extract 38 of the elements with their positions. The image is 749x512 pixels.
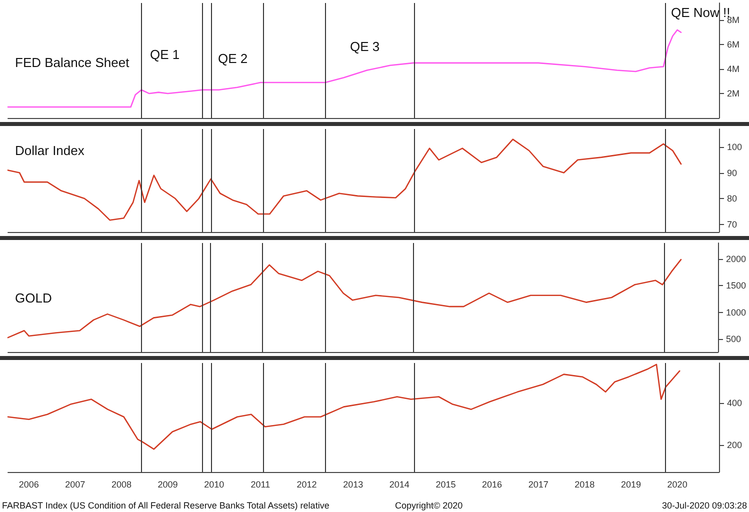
y-tick-label: 2000 xyxy=(726,254,746,264)
text: Dollar Index xyxy=(15,143,85,158)
x-tick-label: 2019 xyxy=(620,480,642,490)
text: Copyright© 2020 xyxy=(395,500,463,510)
y-tick-label: 2M xyxy=(727,88,740,99)
x-tick-label: 2014 xyxy=(389,480,410,490)
x-tick-label: 2011 xyxy=(250,480,270,490)
text: GOLD xyxy=(15,290,52,306)
annotation: QE 1 xyxy=(150,47,180,62)
x-tick-label: 2017 xyxy=(528,480,548,490)
x-tick-label: 2015 xyxy=(436,480,456,490)
x-tick-label: 2018 xyxy=(574,480,595,490)
y-tick-label: 4M xyxy=(727,64,740,74)
y-tick-label: 400 xyxy=(727,398,742,408)
x-tick-label: 2008 xyxy=(111,480,132,490)
x-tick-label: 2007 xyxy=(65,480,86,490)
y-tick-label: 500 xyxy=(726,334,742,344)
y-tick-label: 8M xyxy=(727,15,740,26)
text: FED Balance Sheet xyxy=(15,55,130,70)
x-tick-label: 2010 xyxy=(204,480,224,490)
x-tick-label: 2016 xyxy=(482,480,502,490)
y-tick-label: 80 xyxy=(727,194,738,204)
y-tick-label: 6M xyxy=(727,40,740,50)
annotation: QE 3 xyxy=(350,39,380,54)
x-tick-label: 2013 xyxy=(343,480,364,490)
y-tick-label: 70 xyxy=(727,219,738,230)
y-tick-label: 90 xyxy=(727,168,738,178)
y-tick-label: 200 xyxy=(727,440,742,450)
y-tick-label: 1000 xyxy=(726,307,746,318)
y-tick-label: 100 xyxy=(727,142,742,152)
y-tick-label: 1500 xyxy=(726,280,746,291)
x-tick-label: 2020 xyxy=(667,480,688,490)
x-tick-label: 2006 xyxy=(18,480,39,490)
x-tick-label: 2009 xyxy=(158,480,178,490)
x-tick-label: 2012 xyxy=(296,480,317,490)
text: FARBAST Index (US Condition of All Federal Reserve Banks Total Assets) relative xyxy=(2,500,330,510)
text: 30-Jul-2020 09:03:28 xyxy=(662,500,748,510)
annotation: QE 2 xyxy=(218,51,248,66)
